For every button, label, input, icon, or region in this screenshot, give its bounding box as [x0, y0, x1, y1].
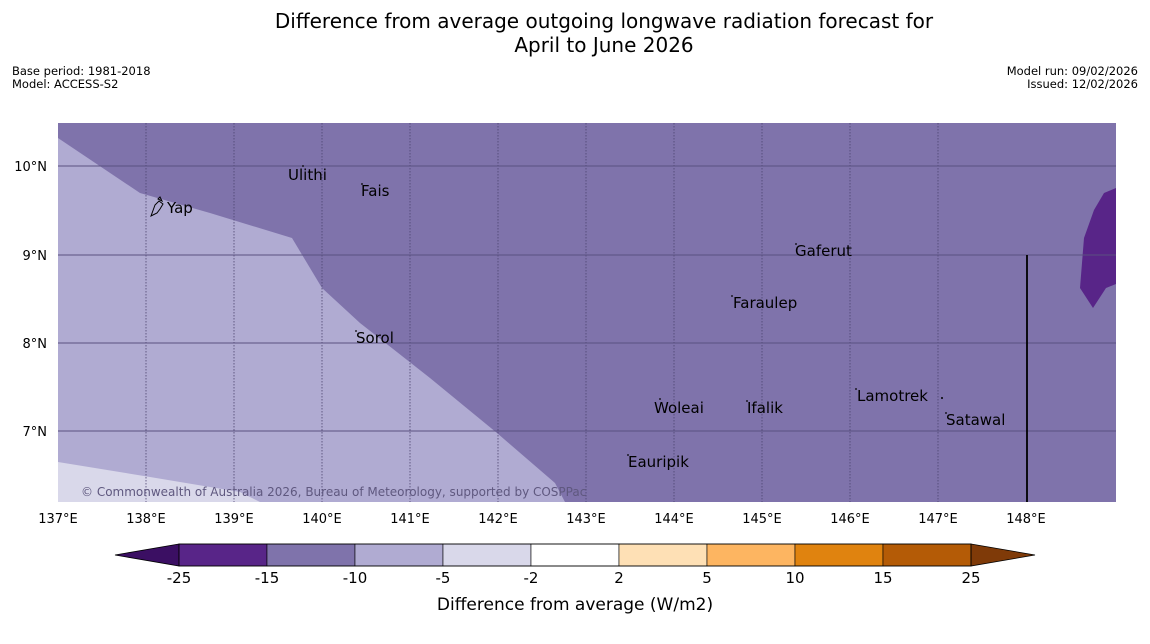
place-label-ulithi: Ulithi [288, 166, 327, 184]
colorbar-swatch--5-to--2 [442, 543, 532, 567]
colorbar-tick-labels: -25 -15 -10 -5 -2 2 5 10 15 25 [167, 569, 981, 587]
lon-label-148e: 148°E [1006, 512, 1046, 527]
yap-island-outline [150, 196, 164, 218]
colorbar-tick-10: 10 [785, 569, 804, 587]
lon-label-140e: 140°E [302, 512, 342, 527]
colorbar-swatch-5-to-10 [706, 543, 796, 567]
lon-label-143e: 143°E [566, 512, 606, 527]
latitude-tick-labels: 10°N 9°N 8°N 7°N [14, 160, 47, 440]
lat-label-9n: 9°N [23, 249, 48, 264]
colorbar-swatch-15-to-25 [882, 543, 972, 567]
model-name: Model: ACCESS-S2 [12, 77, 119, 91]
place-label-satawal: Satawal [946, 411, 1005, 429]
colorbar-tick-25: 25 [961, 569, 980, 587]
place-label-woleai: Woleai [654, 399, 704, 417]
colorbar [114, 543, 1036, 567]
place-label-faraulep: Faraulep [733, 294, 797, 312]
place-labels: Ulithi Fais Yap Gaferut Faraulep Sorol W… [166, 166, 1005, 471]
colorbar-swatch--2-to-2 [530, 543, 620, 567]
colorbar-extend-high [970, 543, 1036, 567]
place-label-ifalik: Ifalik [747, 399, 783, 417]
title-line-2: April to June 2026 [514, 33, 694, 57]
colorbar-swatch--10-to--5 [354, 543, 444, 567]
lon-label-146e: 146°E [830, 512, 870, 527]
colorbar-frame [178, 543, 972, 567]
place-label-sorol: Sorol [356, 329, 394, 347]
place-label-eauripik: Eauripik [628, 453, 689, 471]
colorbar-tick-minus-5: -5 [436, 569, 451, 587]
colorbar-tick-minus-10: -10 [343, 569, 368, 587]
anomaly-region-minus-5-to-2 [58, 462, 260, 502]
base-period: Base period: 1981-2018 [12, 64, 151, 78]
map-area: Ulithi Fais Yap Gaferut Faraulep Sorol W… [58, 123, 1116, 502]
lon-label-138e: 138°E [126, 512, 166, 527]
colorbar-swatch--25-to--15 [178, 543, 268, 567]
lon-label-145e: 145°E [742, 512, 782, 527]
lon-label-139e: 139°E [214, 512, 254, 527]
issued-date: Issued: 12/02/2026 [1027, 77, 1138, 91]
anomaly-region-minus-10-to-5 [58, 138, 565, 502]
lon-label-142e: 142°E [478, 512, 518, 527]
lat-label-8n: 8°N [23, 337, 48, 352]
lat-label-10n: 10°N [14, 160, 47, 175]
anomaly-region-minus-25-to-15 [1080, 188, 1116, 308]
colorbar-swatch--15-to--10 [266, 543, 356, 567]
lon-label-137e: 137°E [38, 512, 78, 527]
copyright-notice: © Commonwealth of Australia 2026, Bureau… [81, 485, 586, 499]
latitude-gridlines [58, 165, 1116, 432]
longitude-gridlines [145, 123, 939, 502]
colorbar-tick-15: 15 [873, 569, 892, 587]
meta-left: Base period: 1981-2018 Model: ACCESS-S2 [12, 65, 151, 91]
island-markers [302, 165, 947, 456]
colorbar-label: Difference from average (W/m2) [437, 595, 713, 615]
colorbar-tick-minus-15: -15 [255, 569, 280, 587]
colorbar-tick-5: 5 [702, 569, 712, 587]
colorbar-swatch-2-to-5 [618, 543, 708, 567]
colorbar-tick-2: 2 [614, 569, 624, 587]
place-label-lamotrek: Lamotrek [857, 387, 928, 405]
lon-label-141e: 141°E [390, 512, 430, 527]
model-run: Model run: 09/02/2026 [1006, 64, 1138, 78]
lon-label-144e: 144°E [654, 512, 694, 527]
place-label-yap: Yap [166, 199, 193, 217]
longitude-tick-labels: 137°E 138°E 139°E 140°E 141°E 142°E 143°… [38, 512, 1046, 527]
title-line-1: Difference from average outgoing longwav… [274, 9, 934, 33]
colorbar-extend-low [114, 543, 180, 567]
colorbar-tick-minus-25: -25 [167, 569, 192, 587]
colorbar-swatch-10-to-15 [794, 543, 884, 567]
colorbar-tick-minus-2: -2 [524, 569, 539, 587]
lat-label-7n: 7°N [23, 425, 48, 440]
lon-label-147e: 147°E [918, 512, 958, 527]
place-label-gaferut: Gaferut [795, 242, 852, 260]
chart-title: Difference from average outgoing longwav… [0, 9, 1150, 57]
place-label-fais: Fais [361, 182, 390, 200]
meta-right: Model run: 09/02/2026 Issued: 12/02/2026 [1007, 65, 1138, 91]
